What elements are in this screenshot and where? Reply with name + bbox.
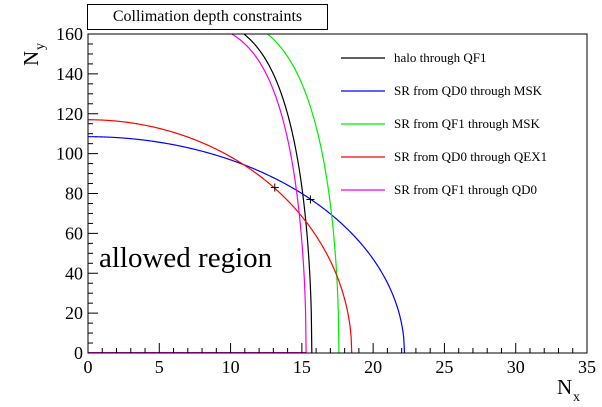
y-tick-label: 100 bbox=[56, 144, 83, 164]
legend-label: SR from QD0 through MSK bbox=[394, 83, 543, 98]
x-axis-title-sub: x bbox=[573, 390, 580, 405]
legend: halo through QF1 SR from QD0 through MSK S… bbox=[341, 50, 547, 197]
y-tick-label: 120 bbox=[56, 104, 83, 124]
legend-entry-2: SR from QD0 through MSK bbox=[341, 83, 543, 98]
series-curve-4 bbox=[88, 119, 353, 353]
legend-label: SR from QD0 through QEX1 bbox=[394, 149, 547, 164]
y-axis-title: N y bbox=[19, 43, 48, 66]
series-curve-5 bbox=[230, 34, 307, 353]
x-tick-label: 35 bbox=[578, 357, 596, 377]
annotation-text: allowed region bbox=[99, 242, 273, 274]
y-tick-label: 160 bbox=[56, 24, 83, 44]
x-tick-label: 0 bbox=[84, 357, 93, 377]
legend-label: SR from QF1 through QD0 bbox=[394, 182, 537, 197]
x-tick-label: 5 bbox=[155, 357, 164, 377]
legend-label: SR from QF1 through MSK bbox=[394, 116, 541, 131]
series-layer bbox=[88, 34, 406, 353]
x-tick-label: 15 bbox=[293, 357, 311, 377]
x-tick-label: 30 bbox=[507, 357, 525, 377]
legend-entry-1: halo through QF1 bbox=[341, 50, 486, 65]
y-axis-title-main: N bbox=[19, 51, 43, 66]
y-tick-label: 20 bbox=[65, 303, 83, 323]
legend-entry-5: SR from QF1 through QD0 bbox=[341, 182, 537, 197]
legend-entry-4: SR from QD0 through QEX1 bbox=[341, 149, 547, 164]
legend-label: halo through QF1 bbox=[394, 50, 486, 65]
legend-entry-3: SR from QF1 through MSK bbox=[341, 116, 541, 131]
y-tick-label: 40 bbox=[65, 263, 83, 283]
y-tick-label: 60 bbox=[65, 223, 83, 243]
intersection-marker-2 bbox=[306, 195, 315, 204]
intersection-marker-1 bbox=[270, 183, 279, 192]
y-tick-label: 80 bbox=[65, 184, 83, 204]
series-curve-2 bbox=[88, 136, 406, 353]
x-tick-label: 25 bbox=[435, 357, 453, 377]
series-curve-1 bbox=[242, 34, 313, 353]
y-tick-label: 0 bbox=[74, 343, 83, 363]
y-tick-label: 140 bbox=[56, 64, 83, 84]
marker-layer bbox=[270, 183, 315, 204]
x-axis-title: N x bbox=[557, 375, 580, 405]
axis-layer: 0 5 10 15 20 25 30 35 0 20 40 60 80 100 120 140 160 bbox=[56, 24, 596, 377]
x-axis-title-main: N bbox=[557, 375, 572, 399]
y-axis-title-sub: y bbox=[33, 43, 48, 50]
series-curve-3 bbox=[266, 34, 340, 353]
chart-title: Collimation depth constraints bbox=[87, 4, 328, 30]
x-tick-label: 20 bbox=[364, 357, 382, 377]
x-tick-label: 10 bbox=[222, 357, 240, 377]
